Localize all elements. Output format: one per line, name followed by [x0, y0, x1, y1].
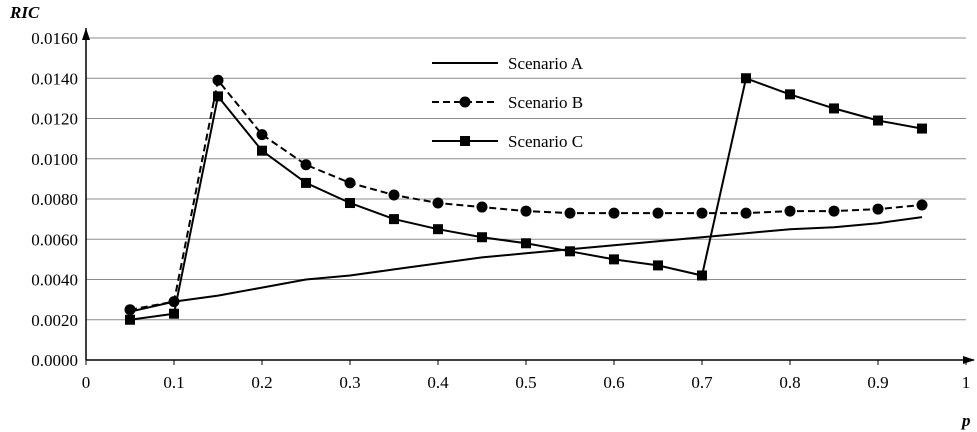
legend-label: Scenario C — [508, 132, 583, 151]
x-tick-label: 0.4 — [427, 373, 449, 392]
y-tick-label: 0.0020 — [31, 311, 78, 330]
legend-label: Scenario A — [508, 54, 584, 73]
x-tick-label: 0.7 — [691, 373, 713, 392]
data-point-square — [565, 246, 575, 257]
series-line — [129, 216, 923, 313]
y-tick-label: 0.0160 — [31, 29, 78, 48]
data-point-square — [697, 270, 707, 281]
data-point-square — [125, 314, 135, 325]
data-point-square — [653, 260, 663, 271]
x-tick-label: 0.6 — [603, 373, 624, 392]
x-tick-label: 0.9 — [867, 373, 888, 392]
data-point-circle — [784, 205, 796, 217]
data-point-circle — [432, 197, 444, 209]
legend-label: Scenario B — [508, 93, 583, 112]
data-point-square — [477, 232, 487, 243]
y-tick-label: 0.0140 — [31, 69, 78, 88]
legend-item: Scenario C — [432, 132, 583, 151]
data-point-circle — [564, 207, 576, 219]
y-tick-label: 0.0000 — [31, 351, 78, 370]
x-axis-arrow — [963, 356, 975, 364]
data-point-circle — [300, 159, 312, 171]
data-point-square — [169, 308, 179, 319]
data-point-circle — [872, 203, 884, 215]
y-axis-title: RIC — [9, 3, 40, 22]
data-point-square — [345, 198, 355, 209]
legend-item: Scenario A — [432, 54, 584, 73]
data-point-square — [873, 115, 883, 126]
data-point-circle — [696, 207, 708, 219]
data-point-square — [389, 214, 399, 225]
axes-layer: 0.0000 0.0020 0.0040 0.0060 0.0080 0.0100 0.01… — [31, 28, 975, 392]
y-tick-label: 0.0120 — [31, 110, 78, 129]
data-point-circle — [828, 205, 840, 217]
x-tick-label: 1 — [962, 373, 971, 392]
y-axis-arrow — [82, 28, 90, 40]
x-tick-label: 0.2 — [251, 373, 272, 392]
series-layer — [124, 73, 928, 325]
x-tick-label: 0.3 — [339, 373, 360, 392]
series-scenario-c — [125, 73, 927, 325]
y-tick-label: 0.0100 — [31, 150, 78, 169]
data-point-circle — [740, 207, 752, 219]
data-point-circle — [520, 205, 532, 217]
x-tick-label: 0.8 — [779, 373, 800, 392]
x-axis-title: p — [960, 411, 971, 430]
x-tick-label: 0 — [82, 373, 91, 392]
data-point-circle — [916, 199, 928, 211]
data-point-circle — [652, 207, 664, 219]
legend: Scenario A Scenario B Scenario C — [432, 54, 584, 151]
data-point-circle — [459, 96, 471, 108]
series-scenario-a — [129, 216, 923, 313]
data-point-square — [917, 123, 927, 134]
series-line — [129, 78, 923, 311]
legend-item: Scenario B — [432, 93, 583, 112]
data-point-circle — [344, 177, 356, 189]
data-point-square — [785, 89, 795, 100]
data-point-circle — [388, 189, 400, 201]
data-point-square — [609, 254, 619, 265]
data-point-square — [301, 177, 311, 188]
data-point-square — [460, 136, 470, 146]
data-point-square — [213, 91, 223, 102]
data-point-square — [521, 238, 531, 249]
series-scenario-b — [124, 74, 928, 316]
data-point-circle — [476, 201, 488, 213]
data-point-square — [741, 73, 751, 84]
x-tick-label: 0.1 — [163, 373, 184, 392]
y-tick-label: 0.0040 — [31, 271, 78, 290]
data-point-square — [829, 103, 839, 114]
data-point-circle — [256, 129, 268, 141]
data-point-square — [257, 145, 267, 156]
data-point-circle — [608, 207, 620, 219]
data-point-square — [433, 224, 443, 235]
data-point-circle — [212, 74, 224, 86]
y-tick-label: 0.0080 — [31, 190, 78, 209]
data-point-circle — [124, 304, 136, 316]
x-tick-label: 0.5 — [515, 373, 536, 392]
y-tick-label: 0.0060 — [31, 230, 78, 249]
